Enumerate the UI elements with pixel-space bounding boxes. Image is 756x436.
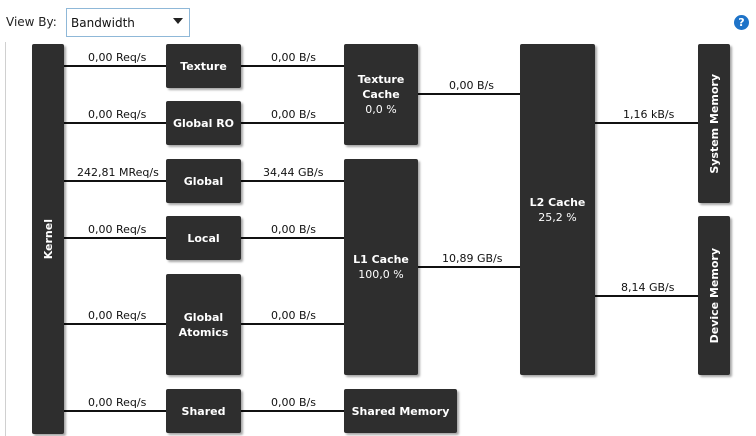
global-label: Global (183, 174, 224, 188)
view-by-dropdown[interactable]: Bandwidth (66, 8, 190, 37)
connector-l2-system (595, 122, 698, 124)
flow-label-shared-sharedmem: 0,00 B/s (271, 396, 316, 409)
kernel-block[interactable]: Kernel (32, 44, 64, 434)
l2-cache-hit-rate: 25,2 % (538, 210, 577, 224)
system-memory-block[interactable]: System Memory (698, 44, 730, 203)
flow-label-kernel-global-ro: 0,00 Req/s (88, 108, 147, 121)
flow-label-kernel-shared: 0,00 Req/s (88, 396, 147, 409)
flow-label-texture-texcache: 0,00 B/s (271, 51, 316, 64)
flow-label-global-l1: 34,44 GB/s (263, 166, 324, 179)
l1-cache-hit-rate: 100,0 % (358, 268, 404, 281)
shared-memory-block[interactable]: Shared Memory (344, 389, 457, 433)
global-atomics-label-line2: Atomics (178, 325, 229, 339)
connector-global-atomics-l1 (241, 323, 344, 325)
flow-label-local-l1: 0,00 B/s (271, 223, 316, 236)
connector-texcache-l2 (418, 93, 520, 95)
system-memory-label: System Memory (707, 73, 721, 174)
view-by-label: View By: (6, 15, 57, 29)
connector-local-l1 (241, 237, 344, 239)
shared-memory-label: Shared Memory (351, 404, 450, 418)
flow-label-l2-device: 8,14 GB/s (621, 281, 675, 294)
local-label: Local (187, 231, 220, 245)
global-block[interactable]: Global (166, 159, 241, 203)
kernel-label: Kernel (41, 218, 55, 260)
device-memory-block[interactable]: Device Memory (698, 216, 730, 375)
local-block[interactable]: Local (166, 216, 241, 260)
connector-kernel-global-ro (64, 122, 166, 124)
texture-cache-label-line2: Cache (362, 88, 400, 101)
l2-cache-label: L2 Cache (529, 195, 586, 209)
flow-label-l2-system: 1,16 kB/s (623, 108, 675, 121)
texture-cache-block[interactable]: Texture Cache 0,0 % (344, 44, 418, 145)
global-ro-label: Global RO (172, 116, 235, 130)
flow-label-kernel-local: 0,00 Req/s (88, 223, 147, 236)
shared-label: Shared (181, 404, 226, 418)
flow-label-l1-l2: 10,89 GB/s (442, 252, 503, 265)
global-atomics-block[interactable]: Global Atomics (166, 274, 241, 375)
panel-border (5, 42, 6, 436)
connector-kernel-texture (64, 65, 166, 67)
texture-block[interactable]: Texture (166, 44, 241, 88)
chevron-down-icon (173, 18, 183, 24)
global-atomics-label-line1: Global (183, 310, 224, 324)
texture-label: Texture (180, 59, 227, 73)
help-icon[interactable]: ? (734, 15, 749, 30)
flow-label-kernel-global: 242,81 MReq/s (77, 166, 159, 179)
connector-kernel-global (64, 180, 166, 182)
flow-label-global-ro-texcache: 0,00 B/s (271, 108, 316, 121)
connector-global-ro-texcache (241, 122, 344, 124)
flow-label-kernel-global-atomics: 0,00 Req/s (88, 309, 147, 322)
device-memory-label: Device Memory (707, 247, 721, 344)
view-by-selected-value: Bandwidth (71, 16, 135, 30)
l1-cache-block[interactable]: L1 Cache 100,0 % (344, 159, 418, 375)
connector-kernel-local (64, 237, 166, 239)
connector-kernel-shared (64, 410, 166, 412)
connector-l1-l2 (418, 266, 520, 268)
l1-cache-label: L1 Cache (353, 253, 409, 266)
connector-global-l1 (241, 180, 344, 182)
flow-label-global-atomics-l1: 0,00 B/s (271, 309, 316, 322)
texture-cache-label-line1: Texture (357, 73, 405, 86)
global-ro-block[interactable]: Global RO (166, 101, 241, 145)
flow-label-kernel-texture: 0,00 Req/s (88, 51, 147, 64)
connector-shared-sharedmem (241, 410, 344, 412)
connector-texture-texcache (241, 65, 344, 67)
shared-block[interactable]: Shared (166, 389, 241, 433)
connector-l2-device (595, 295, 698, 297)
l2-cache-block[interactable]: L2 Cache 25,2 % (520, 44, 595, 375)
connector-kernel-global-atomics (64, 323, 166, 325)
flow-label-texcache-l2: 0,00 B/s (449, 79, 494, 92)
texture-cache-hit-rate: 0,0 % (365, 103, 397, 116)
